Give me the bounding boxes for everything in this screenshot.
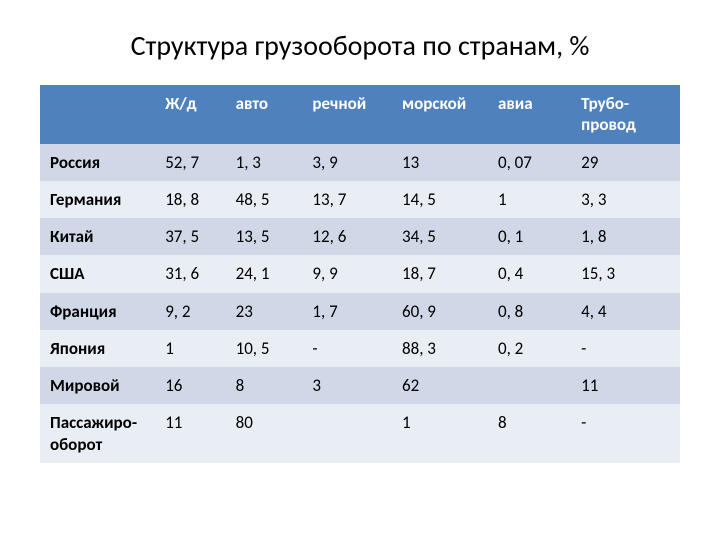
cell: 1 xyxy=(155,330,225,367)
row-label: США xyxy=(40,255,155,292)
cell: 13, 7 xyxy=(302,181,392,218)
cell: 18, 8 xyxy=(155,181,225,218)
cell: 1, 3 xyxy=(226,144,303,181)
row-label: Китай xyxy=(40,218,155,255)
row-label: Пассажиро-оборот xyxy=(40,404,155,463)
col-rail: Ж/д xyxy=(155,85,225,144)
cell: 0, 07 xyxy=(488,144,571,181)
cell: 13, 5 xyxy=(226,218,303,255)
cell: 23 xyxy=(226,293,303,330)
cell: 24, 1 xyxy=(226,255,303,292)
cell: - xyxy=(571,330,680,367)
cell: 52, 7 xyxy=(155,144,225,181)
cell: 3, 3 xyxy=(571,181,680,218)
cell: 80 xyxy=(226,404,303,463)
table-row: Германия 18, 8 48, 5 13, 7 14, 5 1 3, 3 xyxy=(40,181,680,218)
cell: 31, 6 xyxy=(155,255,225,292)
cell: 60, 9 xyxy=(392,293,488,330)
table-row: США 31, 6 24, 1 9, 9 18, 7 0, 4 15, 3 xyxy=(40,255,680,292)
table-row: Мировой 16 8 3 62 11 xyxy=(40,367,680,404)
slide: Структура грузооборота по странам, % Ж/д… xyxy=(0,0,720,540)
cell: 1 xyxy=(392,404,488,463)
cell: 1 xyxy=(488,181,571,218)
col-air: авиа xyxy=(488,85,571,144)
row-label: Германия xyxy=(40,181,155,218)
cell: 62 xyxy=(392,367,488,404)
cell: 88, 3 xyxy=(392,330,488,367)
row-label: Россия xyxy=(40,144,155,181)
cell: 12, 6 xyxy=(302,218,392,255)
table-body: Россия 52, 7 1, 3 3, 9 13 0, 07 29 Герма… xyxy=(40,144,680,463)
cell: 8 xyxy=(226,367,303,404)
cell: 14, 5 xyxy=(392,181,488,218)
cell: 16 xyxy=(155,367,225,404)
cell: 8 xyxy=(488,404,571,463)
cell: 48, 5 xyxy=(226,181,303,218)
cell: 11 xyxy=(571,367,680,404)
freight-table: Ж/д авто речной морской авиа Трубо-прово… xyxy=(40,85,680,463)
cell: 3 xyxy=(302,367,392,404)
cell: 9, 9 xyxy=(302,255,392,292)
row-label: Мировой xyxy=(40,367,155,404)
col-sea: морской xyxy=(392,85,488,144)
cell xyxy=(488,367,571,404)
cell: - xyxy=(571,404,680,463)
cell: 13 xyxy=(392,144,488,181)
col-auto: авто xyxy=(226,85,303,144)
cell: 9, 2 xyxy=(155,293,225,330)
cell: 11 xyxy=(155,404,225,463)
col-river: речной xyxy=(302,85,392,144)
table-row: Россия 52, 7 1, 3 3, 9 13 0, 07 29 xyxy=(40,144,680,181)
cell: 0, 4 xyxy=(488,255,571,292)
row-label: Япония xyxy=(40,330,155,367)
cell: 34, 5 xyxy=(392,218,488,255)
cell: 15, 3 xyxy=(571,255,680,292)
cell: 37, 5 xyxy=(155,218,225,255)
cell: 1, 7 xyxy=(302,293,392,330)
cell: 18, 7 xyxy=(392,255,488,292)
cell xyxy=(302,404,392,463)
table-row: Франция 9, 2 23 1, 7 60, 9 0, 8 4, 4 xyxy=(40,293,680,330)
cell: 0, 2 xyxy=(488,330,571,367)
slide-title: Структура грузооборота по странам, % xyxy=(40,28,680,63)
cell: 1, 8 xyxy=(571,218,680,255)
table-row: Китай 37, 5 13, 5 12, 6 34, 5 0, 1 1, 8 xyxy=(40,218,680,255)
table-row: Япония 1 10, 5 - 88, 3 0, 2 - xyxy=(40,330,680,367)
cell: 3, 9 xyxy=(302,144,392,181)
cell: - xyxy=(302,330,392,367)
table-header-row: Ж/д авто речной морской авиа Трубо-прово… xyxy=(40,85,680,144)
col-pipe: Трубо-провод xyxy=(571,85,680,144)
table-row: Пассажиро-оборот 11 80 1 8 - xyxy=(40,404,680,463)
col-blank xyxy=(40,85,155,144)
cell: 0, 8 xyxy=(488,293,571,330)
cell: 29 xyxy=(571,144,680,181)
row-label: Франция xyxy=(40,293,155,330)
cell: 0, 1 xyxy=(488,218,571,255)
cell: 10, 5 xyxy=(226,330,303,367)
cell: 4, 4 xyxy=(571,293,680,330)
